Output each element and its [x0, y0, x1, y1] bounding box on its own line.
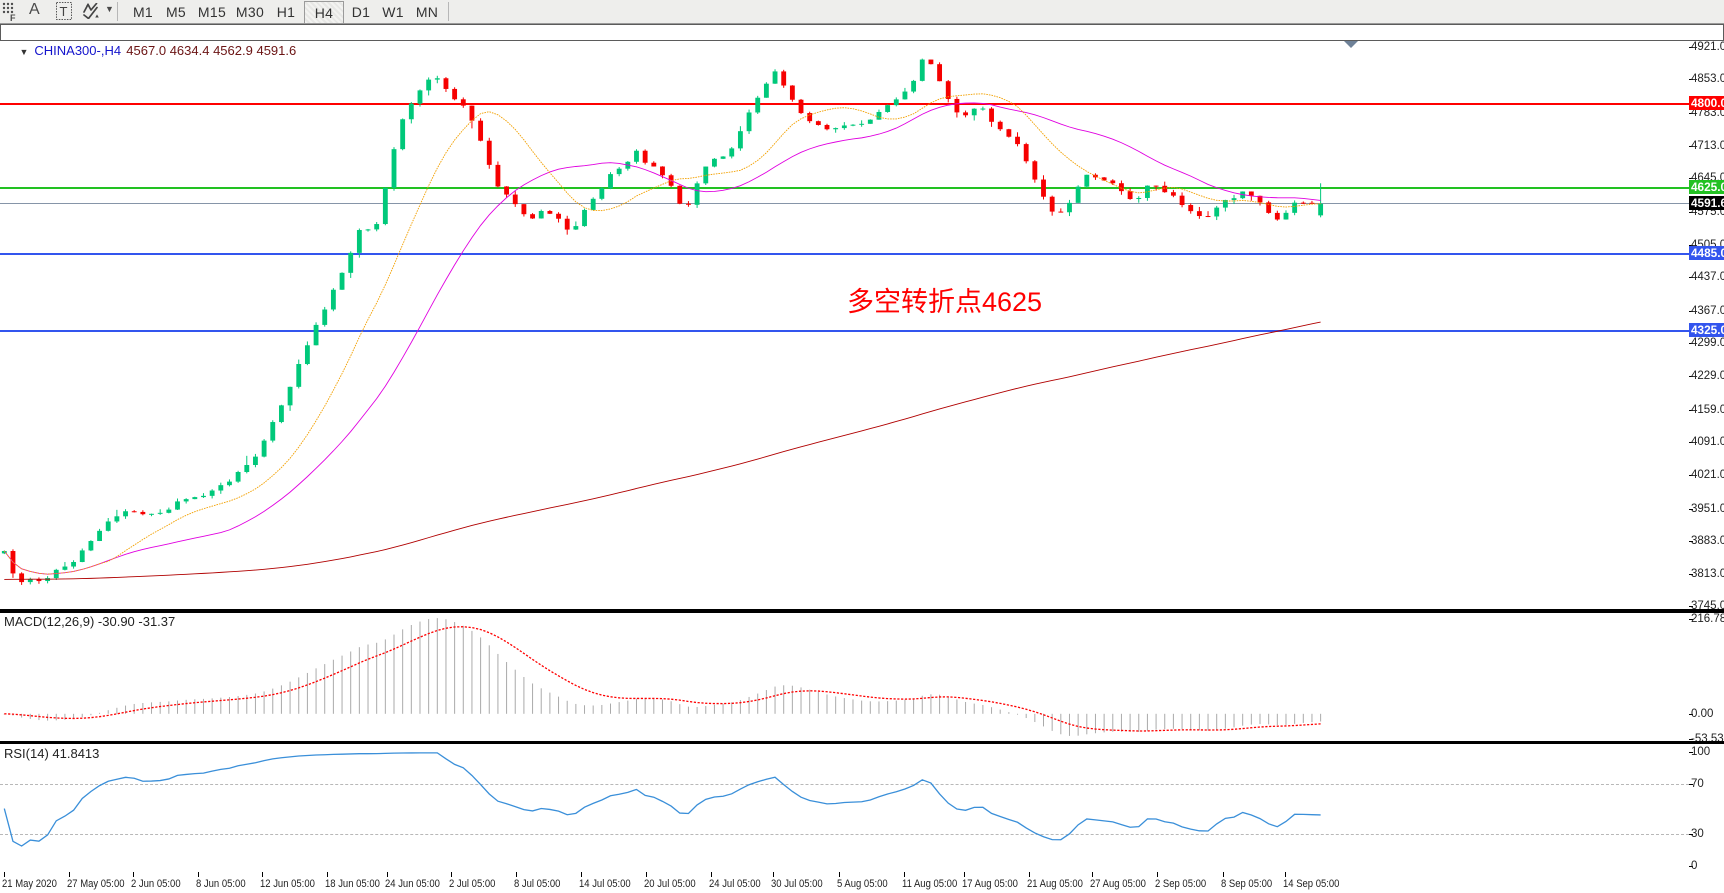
svg-text:F: F	[10, 13, 16, 22]
svg-text:T: T	[60, 4, 68, 19]
